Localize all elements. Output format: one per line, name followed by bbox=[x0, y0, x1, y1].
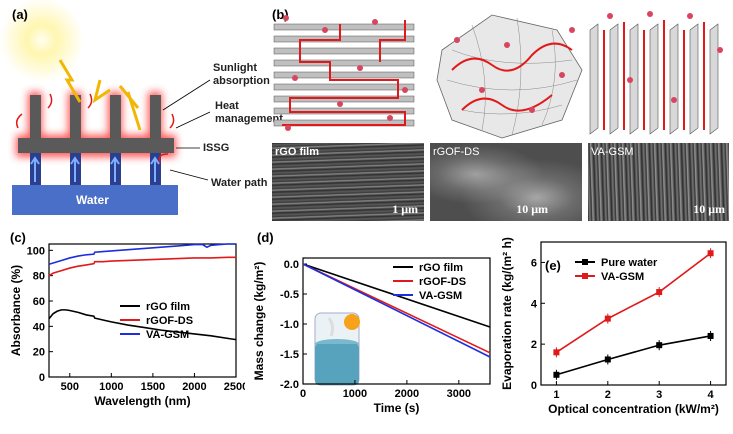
legend-label: Pure water bbox=[601, 257, 658, 269]
chart-d: 0 1000 2000 3000 0.0 -0.5 -1.0 -1.5 -2.0 Time (s)… bbox=[252, 257, 491, 415]
y-tick-label: -0.5 bbox=[280, 289, 299, 301]
x-axis-label: Optical concentration (kW/m²) bbox=[548, 402, 719, 416]
water-channels bbox=[30, 153, 161, 185]
sem-image-rgo-film: rGO film 1 μm bbox=[272, 143, 424, 221]
x-tick-label: 0 bbox=[300, 388, 306, 400]
label-issg: ISSG bbox=[203, 142, 230, 154]
x-tick-label: 2000 bbox=[182, 381, 206, 393]
y-axis-label: Mass change (kg/m²) bbox=[252, 262, 266, 381]
y-tick-label: 40 bbox=[33, 321, 45, 333]
x-tick-label: 1000 bbox=[343, 388, 367, 400]
y-tick-label: 100 bbox=[27, 245, 45, 257]
sem-image-rgof-ds: rGOF-DS 10 μm bbox=[430, 143, 582, 221]
porous-network-model bbox=[436, 14, 583, 139]
panel-c-label: (c) bbox=[10, 230, 26, 245]
y-tick-label: -1.0 bbox=[280, 319, 299, 331]
y-tick-label: -2.0 bbox=[280, 379, 299, 391]
x-axis-label: Wavelength (nm) bbox=[94, 394, 190, 408]
heat-arrows bbox=[15, 93, 175, 163]
legend-label: VA-GSM bbox=[601, 271, 644, 283]
sem-scale: 1 μm bbox=[392, 202, 418, 216]
panel-a: (a) Sunlight absorption Heat management … bbox=[0, 0, 283, 225]
legend-label: VA-GSM bbox=[419, 290, 462, 302]
legend-label: rGOF-DS bbox=[419, 276, 466, 288]
series-line bbox=[555, 252, 712, 353]
series-line bbox=[48, 309, 237, 341]
y-tick-label: 0 bbox=[39, 372, 45, 384]
beaker-icon bbox=[314, 312, 360, 386]
y-tick-label: 80 bbox=[33, 271, 45, 283]
panel-e-label: (e) bbox=[545, 258, 561, 273]
label-water: Water bbox=[76, 193, 109, 207]
series-line bbox=[556, 335, 711, 376]
absorber-pillars bbox=[30, 95, 161, 139]
legend-label: VA-GSM bbox=[146, 329, 189, 341]
label-sunlight-absorption: Sunlight absorption bbox=[213, 62, 270, 87]
evaporator-schematic bbox=[0, 0, 211, 215]
x-tick-label: 1500 bbox=[141, 381, 165, 393]
y-tick-label: 0 bbox=[531, 380, 537, 392]
legend-marker bbox=[582, 273, 588, 279]
y-tick-label: 60 bbox=[33, 296, 45, 308]
y-tick-label: 20 bbox=[33, 347, 45, 359]
x-tick-label: 500 bbox=[61, 381, 79, 393]
x-tick-label: 3 bbox=[656, 389, 662, 401]
legend-label: rGOF-DS bbox=[146, 315, 193, 327]
x-tick-label: 1000 bbox=[99, 381, 123, 393]
y-tick-label: 6 bbox=[531, 257, 537, 269]
sem-label: rGOF-DS bbox=[433, 146, 480, 158]
chart-e: 1 2 3 4 0 2 4 6 Optical concentration (kW/m²) Eva… bbox=[500, 237, 727, 416]
plot-frame bbox=[302, 257, 491, 385]
x-tick-label: 3000 bbox=[447, 388, 471, 400]
panel-d-label: (d) bbox=[257, 230, 274, 245]
panel-a-label: (a) bbox=[12, 7, 28, 22]
y-tick-label: 0.0 bbox=[284, 259, 299, 271]
sem-scale: 10 μm bbox=[516, 202, 548, 216]
structure-schematics bbox=[273, 11, 723, 139]
plot-frame bbox=[48, 243, 237, 378]
panel-e: 1 2 3 4 0 2 4 6 Optical concentration (kW/m²) Eva… bbox=[497, 228, 733, 429]
series-line bbox=[48, 256, 236, 277]
series-line bbox=[48, 243, 236, 266]
label-water-path: Water path bbox=[211, 177, 268, 189]
x-axis-label: Time (s) bbox=[374, 401, 420, 415]
sem-image-va-gsm: VA-GSM 10 μm bbox=[588, 143, 729, 221]
y-axis-label: Evaporation rate (kg/(m² h) bbox=[500, 237, 514, 390]
legend-marker bbox=[582, 259, 588, 265]
panel-b: (b) bbox=[270, 0, 733, 225]
y-tick-label: -1.5 bbox=[280, 349, 299, 361]
sem-label: VA-GSM bbox=[591, 146, 634, 158]
series-line bbox=[302, 263, 491, 358]
x-tick-label: 1 bbox=[553, 389, 559, 401]
layered-film-model bbox=[273, 15, 415, 131]
legend-label: rGO film bbox=[146, 301, 190, 313]
y-tick-label: 2 bbox=[531, 339, 537, 351]
water-block bbox=[12, 185, 178, 215]
plot-frame bbox=[540, 241, 727, 386]
sun-icon bbox=[0, 0, 84, 82]
sem-scale: 10 μm bbox=[693, 202, 725, 216]
label-heat-management: Heat management bbox=[215, 100, 283, 125]
y-axis-label: Absorbance (%) bbox=[9, 265, 23, 356]
sem-label: rGO film bbox=[275, 146, 320, 158]
panel-d: (d) 0 1000 2000 3000 0.0 -0.5 -1.0 -1.5 -2.0 Time… bbox=[245, 228, 497, 429]
x-tick-label: 2 bbox=[605, 389, 611, 401]
legend-label: rGO film bbox=[419, 262, 463, 274]
x-tick-label: 2000 bbox=[395, 388, 419, 400]
y-tick-label: 4 bbox=[531, 298, 538, 310]
sunlight-rays bbox=[58, 59, 142, 131]
x-tick-label: 4 bbox=[708, 389, 715, 401]
vertical-aligned-model bbox=[589, 11, 723, 135]
issg-plate bbox=[18, 138, 174, 153]
